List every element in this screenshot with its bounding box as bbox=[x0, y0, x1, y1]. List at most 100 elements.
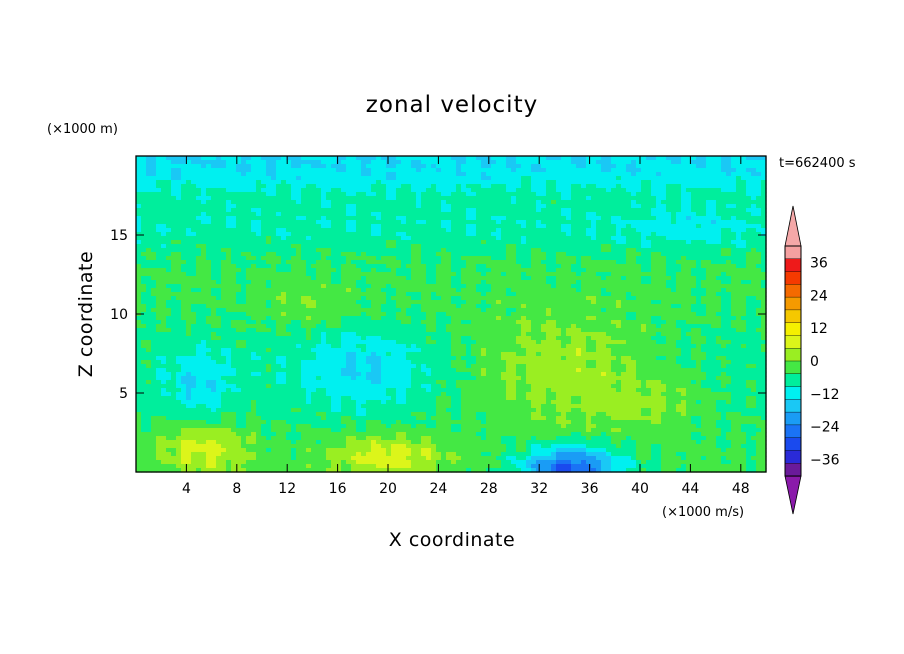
heatmap-cell bbox=[326, 292, 332, 297]
heatmap-cell bbox=[211, 288, 217, 293]
heatmap-cell bbox=[686, 248, 692, 253]
heatmap-cell bbox=[731, 288, 737, 293]
heatmap-cell bbox=[306, 244, 312, 249]
heatmap-cell bbox=[411, 312, 417, 317]
heatmap-cell bbox=[436, 208, 442, 213]
heatmap-cell bbox=[331, 272, 337, 277]
heatmap-cell bbox=[436, 296, 442, 301]
heatmap-cell bbox=[156, 188, 162, 193]
heatmap-cell bbox=[711, 176, 717, 181]
heatmap-cell bbox=[666, 168, 672, 173]
heatmap-cell bbox=[751, 192, 757, 197]
heatmap-cell bbox=[526, 280, 532, 285]
heatmap-cell bbox=[671, 308, 677, 313]
heatmap-cell bbox=[141, 264, 147, 269]
heatmap-cell bbox=[486, 212, 492, 217]
heatmap-cell bbox=[226, 300, 232, 305]
heatmap-cell bbox=[546, 172, 552, 177]
heatmap-cell bbox=[261, 188, 267, 193]
heatmap-cell bbox=[416, 276, 422, 281]
heatmap-cell bbox=[496, 260, 502, 265]
heatmap-cell bbox=[721, 300, 727, 305]
heatmap-cell bbox=[511, 212, 517, 217]
heatmap-cell bbox=[431, 172, 437, 177]
heatmap-cell bbox=[426, 224, 432, 229]
heatmap-cell bbox=[621, 300, 627, 305]
heatmap-cell bbox=[246, 280, 252, 285]
heatmap-cell bbox=[566, 236, 572, 241]
heatmap-cell bbox=[416, 280, 422, 285]
heatmap-cell bbox=[251, 272, 257, 277]
heatmap-cell bbox=[391, 252, 397, 257]
heatmap-cell bbox=[436, 188, 442, 193]
heatmap-cell bbox=[676, 216, 682, 221]
heatmap-cell bbox=[326, 164, 332, 169]
heatmap-cell bbox=[146, 308, 152, 313]
heatmap-cell bbox=[711, 276, 717, 281]
heatmap-cell bbox=[326, 156, 332, 161]
heatmap-cell bbox=[631, 176, 637, 181]
heatmap-cell bbox=[351, 252, 357, 257]
heatmap-cell bbox=[201, 192, 207, 197]
heatmap-cell bbox=[191, 260, 197, 265]
heatmap-cell bbox=[576, 260, 582, 265]
heatmap-cell bbox=[616, 228, 622, 233]
heatmap-cell bbox=[541, 244, 547, 249]
heatmap-cell bbox=[216, 168, 222, 173]
heatmap-cell bbox=[606, 160, 612, 165]
heatmap-cell bbox=[676, 284, 682, 289]
heatmap-cell bbox=[291, 196, 297, 201]
heatmap-cell bbox=[211, 188, 217, 193]
heatmap-cell bbox=[171, 216, 177, 221]
heatmap-cell bbox=[176, 216, 182, 221]
heatmap-cell bbox=[631, 232, 637, 237]
heatmap-cell bbox=[591, 280, 597, 285]
heatmap-cell bbox=[336, 236, 342, 241]
heatmap-cell bbox=[166, 288, 172, 293]
heatmap-cell bbox=[726, 272, 732, 277]
heatmap-cell bbox=[276, 228, 282, 233]
heatmap-cell bbox=[671, 224, 677, 229]
heatmap-cell bbox=[456, 272, 462, 277]
heatmap-cell bbox=[581, 168, 587, 173]
heatmap-cell bbox=[156, 276, 162, 281]
heatmap-cell bbox=[361, 228, 367, 233]
heatmap-cell bbox=[556, 228, 562, 233]
heatmap-cell bbox=[301, 304, 307, 309]
heatmap-cell bbox=[231, 180, 237, 185]
heatmap-cell bbox=[501, 308, 507, 313]
heatmap-cell bbox=[496, 196, 502, 201]
heatmap-cell bbox=[426, 156, 432, 161]
heatmap-cell bbox=[221, 244, 227, 249]
heatmap-cell bbox=[251, 292, 257, 297]
heatmap-cell bbox=[626, 248, 632, 253]
heatmap-cell bbox=[691, 204, 697, 209]
heatmap-cell bbox=[476, 176, 482, 181]
heatmap-cell bbox=[601, 164, 607, 169]
heatmap-cell bbox=[446, 312, 452, 317]
heatmap-cell bbox=[536, 276, 542, 281]
heatmap-cell bbox=[431, 188, 437, 193]
heatmap-cell bbox=[486, 172, 492, 177]
heatmap-cell bbox=[161, 172, 167, 177]
heatmap-cell bbox=[436, 228, 442, 233]
heatmap-cell bbox=[256, 312, 262, 317]
heatmap-cell bbox=[391, 184, 397, 189]
heatmap-cell bbox=[526, 180, 532, 185]
heatmap-cell bbox=[321, 296, 327, 301]
heatmap-cell bbox=[591, 304, 597, 309]
heatmap-cell bbox=[476, 164, 482, 169]
heatmap-cell bbox=[136, 180, 142, 185]
heatmap-cell bbox=[356, 284, 362, 289]
heatmap-cell bbox=[616, 156, 622, 161]
heatmap-cell bbox=[241, 224, 247, 229]
heatmap-cell bbox=[436, 240, 442, 245]
heatmap-cell bbox=[736, 244, 742, 249]
heatmap-cell bbox=[281, 312, 287, 317]
heatmap-cell bbox=[636, 304, 642, 309]
heatmap-cell bbox=[576, 292, 582, 297]
heatmap-cell bbox=[711, 288, 717, 293]
heatmap-cell bbox=[441, 256, 447, 261]
heatmap-cell bbox=[331, 276, 337, 281]
heatmap-cell bbox=[406, 196, 412, 201]
